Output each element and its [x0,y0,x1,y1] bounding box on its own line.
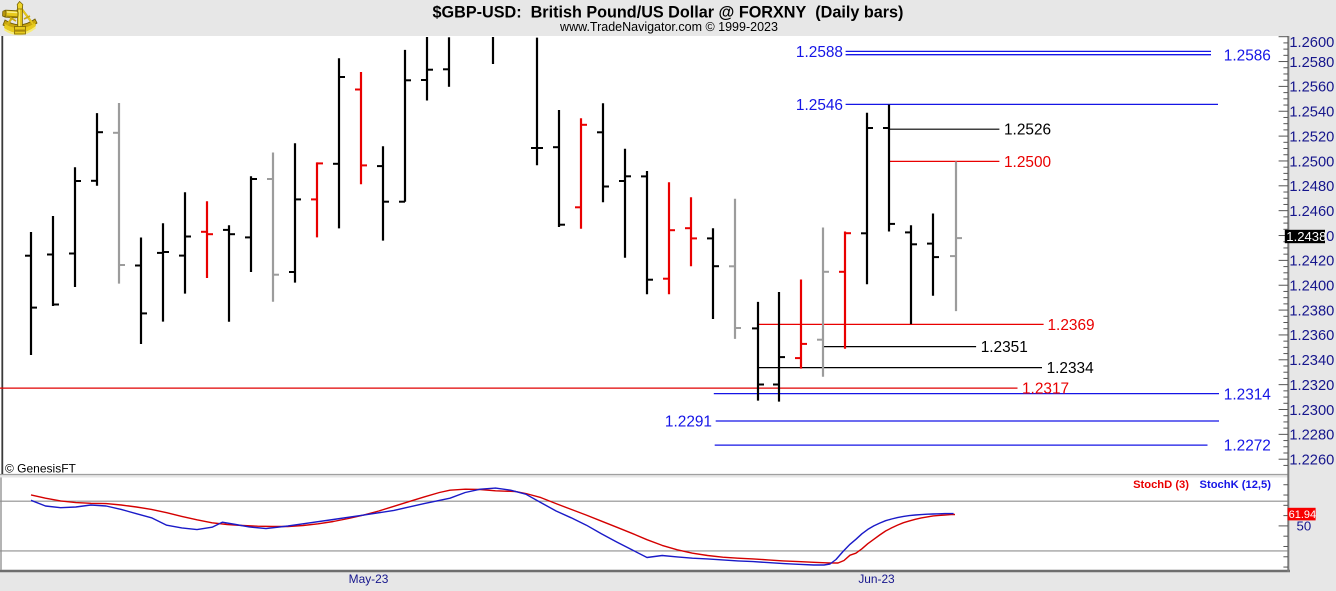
svg-text:1.2526: 1.2526 [1004,122,1051,139]
svg-text:1.2400: 1.2400 [1289,279,1334,295]
svg-text:1.2586: 1.2586 [1224,47,1271,64]
svg-text:1.2520: 1.2520 [1289,129,1334,145]
svg-text:1.2380: 1.2380 [1289,303,1334,319]
svg-text:1.2280: 1.2280 [1289,428,1334,444]
svg-text:1.2334: 1.2334 [1047,360,1095,377]
svg-text:1.2351: 1.2351 [981,339,1028,356]
svg-text:1.2480: 1.2480 [1289,179,1334,195]
svg-text:© GenesisFT: © GenesisFT [5,461,77,475]
svg-text:Jun-23: Jun-23 [858,572,895,586]
svg-text:1.2320: 1.2320 [1289,378,1334,394]
svg-text:1.2260: 1.2260 [1289,452,1334,468]
svg-text:61.94: 61.94 [1289,509,1317,521]
svg-text:1.2560: 1.2560 [1289,80,1334,96]
svg-text:1.2600: 1.2600 [1289,35,1334,51]
svg-text:1.2272: 1.2272 [1224,438,1271,455]
svg-text:May-23: May-23 [349,572,389,586]
svg-text:1.2300: 1.2300 [1289,403,1334,419]
svg-text:1.2360: 1.2360 [1289,328,1334,344]
svg-text:1.2291: 1.2291 [665,414,712,431]
svg-text:$GBP-USD: British Pound/US Do: $GBP-USD: British Pound/US Dollar @ FORX… [433,4,904,22]
svg-text:1.2540: 1.2540 [1289,105,1334,121]
svg-text:www.TradeNavigator.com © 1999-: www.TradeNavigator.com © 1999-2023 [559,20,778,34]
svg-text:1.2340: 1.2340 [1289,353,1334,369]
svg-text:1.2420: 1.2420 [1289,254,1334,270]
svg-text:1.2438: 1.2438 [1286,229,1326,244]
svg-text:1.2546: 1.2546 [796,97,843,114]
svg-text:1.2460: 1.2460 [1289,204,1334,220]
svg-text:1.2369: 1.2369 [1048,317,1095,334]
svg-text:1.2580: 1.2580 [1289,55,1334,71]
svg-text:1.2500: 1.2500 [1004,154,1051,171]
svg-text:1.2317: 1.2317 [1022,381,1069,398]
svg-text:1.2500: 1.2500 [1289,154,1334,170]
svg-text:StochK (12,5): StochK (12,5) [1200,479,1272,491]
svg-text:50: 50 [1297,519,1312,534]
svg-text:StochD (3): StochD (3) [1133,479,1189,491]
svg-text:1.2588: 1.2588 [796,44,843,61]
svg-text:1.2314: 1.2314 [1224,386,1272,403]
